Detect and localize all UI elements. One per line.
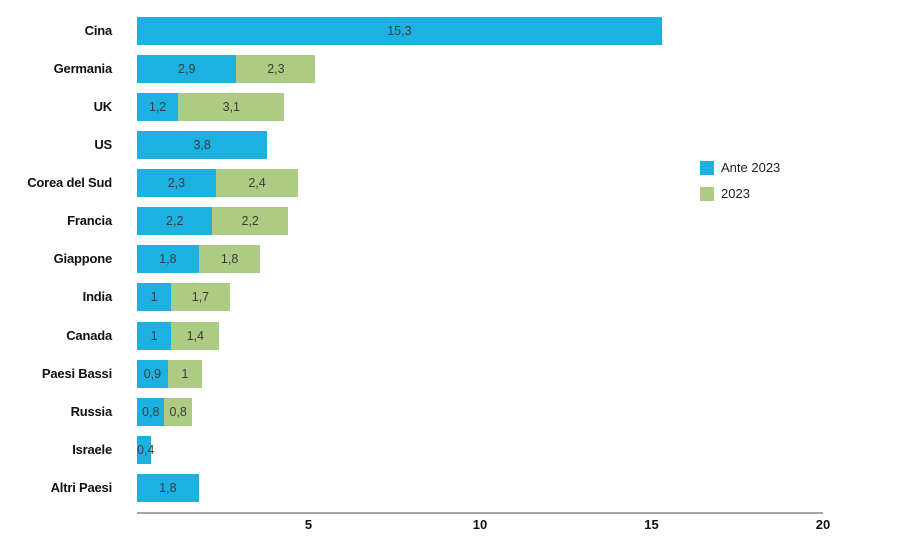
bar-value-label: 3,8	[193, 138, 211, 153]
bar-segment-ante-2023: 2,3	[137, 169, 216, 198]
bar-value-label: 1,8	[159, 252, 177, 267]
bar-segment-2023: 3,1	[178, 93, 285, 122]
bar-segment-ante-2023: 1,2	[137, 93, 179, 122]
bar-value-label: 1	[150, 290, 158, 305]
bar-value-label: 1,8	[159, 480, 177, 495]
bar-segment-ante-2023: 1	[137, 321, 172, 350]
bar-value-label: 0,8	[169, 404, 187, 419]
bar-value-label: 2,2	[241, 214, 259, 229]
x-axis-tick-label: 15	[644, 517, 659, 532]
bar-value-label: 1,7	[191, 290, 210, 305]
x-axis-tick-label: 10	[472, 517, 488, 532]
bar-value-label: 1,2	[148, 100, 167, 115]
bar-segment-2023: 0,8	[164, 397, 192, 426]
bar-value-label: 0,4	[137, 442, 155, 457]
category-label: Russia	[70, 403, 113, 419]
category-label: Francia	[67, 213, 112, 229]
bar-value-label: 1	[181, 366, 189, 381]
bar-segment-ante-2023: 15,3	[137, 17, 662, 45]
legend-item-ante-2023: Ante 2023	[700, 160, 780, 175]
x-axis-line	[137, 512, 823, 514]
category-label: Germania	[53, 61, 113, 77]
category-label: Altri Paesi	[50, 479, 113, 495]
category-label: US	[94, 137, 112, 153]
category-label: Cina	[84, 23, 113, 38]
legend-label-2023: 2023	[721, 186, 750, 201]
bar-value-label: 2,2	[166, 214, 184, 229]
bar-value-label: 2,9	[178, 62, 196, 77]
bar-segment-2023: 1,7	[171, 283, 230, 312]
bar-value-label: 2,3	[167, 176, 186, 191]
bar-segment-ante-2023: 2,2	[137, 207, 213, 236]
bar-segment-2023: 2,4	[215, 169, 299, 198]
x-axis-tick-label: 20	[815, 517, 831, 532]
bar-value-label: 0,9	[143, 366, 162, 381]
bar-value-label: 3,1	[222, 100, 241, 115]
bar-segment-2023: 2,3	[236, 55, 316, 84]
category-label: Giappone	[53, 251, 113, 267]
legend-item-2023: 2023	[700, 186, 780, 201]
bar-segment-ante-2023: 1,8	[137, 473, 199, 502]
bar-value-label: 15,3	[387, 24, 412, 38]
category-label: India	[82, 289, 113, 305]
bar-segment-ante-2023: 2,9	[137, 55, 237, 84]
bar-segment-2023: 1	[167, 359, 203, 388]
bar-value-label: 0,8	[142, 404, 160, 419]
bar-value-label: 1,8	[220, 252, 239, 267]
bar-value-label: 1,4	[186, 328, 204, 343]
bar-segment-2023: 1,4	[171, 321, 220, 350]
bar-segment-ante-2023: 3,8	[137, 131, 268, 160]
legend-swatch-2023	[700, 186, 714, 201]
bar-segment-ante-2023: 0,9	[137, 359, 168, 388]
legend: Ante 2023 2023	[700, 160, 780, 212]
category-label: Corea del Sud	[27, 175, 112, 191]
bar-segment-ante-2023: 0,4	[137, 435, 155, 464]
category-label: Paesi Bassi	[41, 365, 112, 381]
category-label: UK	[93, 99, 113, 115]
bar-value-label: 2,3	[267, 62, 285, 77]
bar-value-label: 2,4	[248, 176, 266, 191]
category-label: Israele	[72, 441, 112, 457]
x-axis-tick-label: 5	[304, 517, 313, 532]
category-label: Canada	[66, 327, 112, 343]
bar-value-label: 1	[150, 328, 158, 343]
legend-label-ante-2023: Ante 2023	[721, 160, 781, 175]
bar-segment-2023: 1,8	[198, 245, 261, 274]
bar-segment-ante-2023: 1,8	[137, 245, 199, 274]
legend-swatch-ante-2023	[700, 160, 714, 175]
bar-segment-ante-2023: 0,8	[137, 397, 165, 426]
bar-segment-ante-2023: 1	[137, 283, 172, 312]
bar-segment-2023: 2,2	[212, 207, 288, 236]
